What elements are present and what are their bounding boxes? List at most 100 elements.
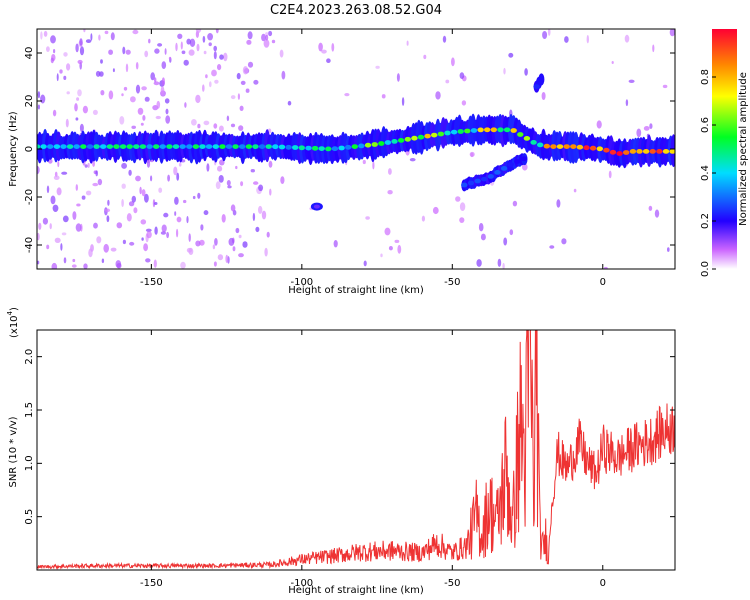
noise-speckle bbox=[662, 84, 668, 89]
heatmap-y-tick-label: -40 bbox=[24, 237, 35, 253]
track-peak bbox=[219, 144, 226, 150]
colorbar: 0.0 0.2 0.4 0.6 0.8 Normalized spectral ampl… bbox=[700, 29, 749, 277]
noise-speckle bbox=[144, 96, 150, 102]
noise-speckle bbox=[141, 189, 146, 197]
noise-speckle bbox=[461, 100, 467, 106]
track-peak bbox=[576, 144, 584, 150]
noise-speckle bbox=[176, 216, 182, 223]
heatmap-y-tick-label: 20 bbox=[24, 95, 35, 108]
noise-speckle bbox=[137, 107, 144, 115]
noise-speckle bbox=[53, 49, 56, 54]
noise-speckle bbox=[258, 205, 263, 214]
noise-speckle bbox=[40, 94, 46, 104]
noise-speckle bbox=[384, 227, 391, 236]
noise-speckle bbox=[480, 233, 486, 241]
noise-speckle bbox=[88, 248, 93, 258]
track-peak bbox=[437, 131, 445, 137]
noise-speckle bbox=[239, 105, 244, 112]
track-peak bbox=[461, 182, 468, 188]
noise-speckle bbox=[119, 116, 125, 125]
snr-y-tick-label: 0.5 bbox=[24, 509, 35, 525]
track-peak bbox=[258, 144, 266, 150]
track-peak bbox=[73, 144, 80, 150]
track-peak bbox=[510, 128, 517, 133]
noise-speckle bbox=[512, 200, 518, 207]
noise-speckle bbox=[372, 161, 375, 170]
noise-speckle bbox=[96, 236, 102, 244]
noise-speckle bbox=[50, 195, 56, 205]
noise-speckle bbox=[53, 175, 60, 180]
noise-speckle bbox=[247, 31, 253, 40]
noise-speckle bbox=[199, 239, 205, 246]
noise-speckle bbox=[181, 50, 186, 55]
noise-speckle bbox=[92, 160, 95, 167]
noise-speckle bbox=[219, 159, 225, 166]
snr-x-axis-label: Height of straight line (km) bbox=[288, 585, 424, 596]
noise-speckle bbox=[394, 239, 400, 243]
noise-speckle bbox=[189, 38, 196, 47]
noise-speckle bbox=[37, 165, 40, 175]
noise-speckle bbox=[61, 171, 68, 175]
noise-speckle bbox=[121, 199, 124, 207]
track-peak bbox=[603, 147, 610, 153]
colorbar-label: Normalized spectral amplitude bbox=[738, 72, 749, 226]
noise-speckle bbox=[97, 178, 103, 186]
noise-speckle bbox=[46, 244, 50, 250]
noise-speckle bbox=[110, 32, 115, 41]
noise-speckle bbox=[122, 46, 126, 55]
track-peak bbox=[474, 178, 481, 184]
noise-speckle bbox=[556, 199, 561, 208]
noise-speckle bbox=[192, 195, 196, 200]
track-peak bbox=[252, 144, 259, 150]
noise-speckle bbox=[628, 79, 635, 84]
track-peak bbox=[589, 145, 597, 151]
noise-speckle bbox=[139, 186, 142, 195]
noise-speckle bbox=[648, 205, 653, 211]
noise-speckle bbox=[154, 77, 157, 83]
noise-speckle bbox=[51, 262, 58, 269]
track-peak bbox=[272, 144, 279, 150]
noise-speckle bbox=[213, 45, 217, 52]
noise-speckle bbox=[79, 46, 85, 56]
noise-speckle bbox=[75, 117, 79, 121]
noise-speckle bbox=[132, 29, 139, 35]
noise-speckle bbox=[586, 35, 589, 44]
noise-speckle bbox=[188, 49, 195, 56]
noise-speckle bbox=[380, 253, 383, 258]
noise-speckle bbox=[184, 102, 187, 108]
noise-speckle bbox=[502, 262, 505, 269]
noise-speckle bbox=[108, 90, 114, 100]
noise-speckle bbox=[122, 239, 126, 245]
track-peak bbox=[563, 144, 570, 150]
track-peak bbox=[517, 132, 524, 137]
track-peak bbox=[523, 136, 531, 141]
noise-speckle bbox=[264, 247, 268, 257]
noise-speckle bbox=[174, 196, 179, 205]
noise-speckle bbox=[195, 240, 201, 247]
track-peak bbox=[318, 146, 325, 152]
noise-speckle bbox=[121, 93, 124, 97]
noise-speckle bbox=[40, 31, 43, 40]
noise-speckle bbox=[209, 81, 212, 88]
noise-speckle bbox=[603, 266, 608, 269]
noise-speckle bbox=[174, 211, 177, 216]
track-peak bbox=[53, 144, 61, 150]
noise-speckle bbox=[459, 202, 466, 212]
noise-speckle bbox=[128, 169, 132, 176]
snr-y-axis-label: SNR (10 * v/v) bbox=[8, 416, 19, 487]
noise-speckle bbox=[406, 40, 409, 46]
colorbar-tick-label: 0.2 bbox=[700, 213, 711, 229]
noise-speckle bbox=[65, 118, 69, 128]
noise-speckle bbox=[186, 216, 189, 224]
heatmap-x-tick-label: -150 bbox=[140, 277, 163, 288]
noise-speckle bbox=[107, 199, 110, 206]
track-peak bbox=[285, 144, 292, 150]
noise-speckle bbox=[133, 207, 138, 214]
noise-speckle bbox=[230, 204, 236, 212]
noise-speckle bbox=[63, 52, 68, 57]
track-peak bbox=[477, 127, 484, 133]
noise-speckle bbox=[95, 70, 101, 77]
noise-speckle bbox=[38, 222, 42, 230]
track-peak bbox=[146, 144, 153, 150]
noise-speckle bbox=[217, 254, 224, 261]
